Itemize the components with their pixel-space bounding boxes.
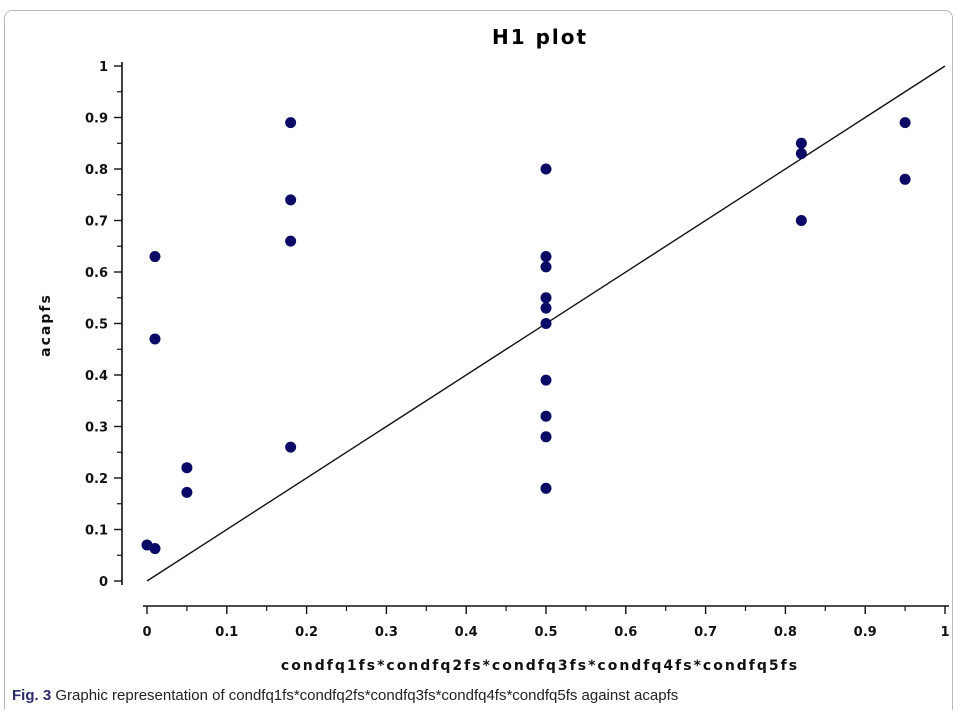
data-point	[540, 251, 552, 263]
data-point	[540, 302, 552, 314]
scatter-chart: H1 plot 0 0.1 0.2 0.3 0.4 0.5 0.6 0.7 0.8 0.9 1 0 0.…	[38, 25, 950, 674]
y-tick-label: 1	[99, 60, 108, 75]
data-point	[540, 261, 552, 273]
data-point	[795, 137, 807, 149]
y-tick-label: 0.1	[85, 524, 108, 539]
x-tick-label: 0.7	[694, 625, 717, 640]
data-point	[181, 486, 193, 498]
data-point	[540, 374, 552, 386]
data-point	[285, 194, 297, 206]
x-axis-label: condfq1fs*condfq2fs*condfq3fs*condfq4fs*…	[281, 658, 799, 674]
x-tick-label: 0.6	[614, 625, 637, 640]
x-tick-label: 0.4	[455, 625, 478, 640]
data-point	[795, 215, 807, 226]
data-point	[540, 292, 552, 304]
data-point	[899, 173, 911, 185]
figure-frame	[4, 10, 953, 710]
data-point	[149, 333, 161, 345]
x-tick-label: 0.2	[295, 625, 318, 640]
caption-text: Graphic representation of condfq1fs*cond…	[55, 687, 679, 704]
y-tick-label: 0	[99, 575, 108, 590]
x-tick-label: 0	[142, 625, 151, 640]
data-points	[141, 117, 911, 555]
y-tick-label: 0.5	[85, 318, 108, 333]
y-tick-label: 0.3	[85, 421, 108, 436]
data-point	[540, 163, 552, 175]
data-point	[795, 148, 807, 160]
data-point	[285, 117, 297, 129]
figure-caption: Fig. 3 Graphic representation of condfq1…	[12, 687, 678, 704]
x-tick-label: 0.5	[534, 625, 557, 640]
x-tick-label: 1	[940, 625, 949, 640]
caption-label: Fig. 3	[12, 687, 52, 704]
y-tick-label: 0.7	[85, 215, 108, 230]
x-tick-label: 0.8	[774, 625, 797, 640]
chart-title: H1 plot	[492, 25, 588, 49]
x-tick-label: 0.1	[215, 625, 238, 640]
data-point	[285, 441, 297, 453]
data-point	[149, 251, 161, 263]
y-tick-label: 0.6	[85, 266, 108, 281]
data-point	[285, 235, 297, 247]
y-axis-label: acapfs	[38, 293, 54, 357]
data-point	[149, 543, 161, 555]
x-tick-label: 0.9	[854, 625, 877, 640]
x-tick-label: 0.3	[375, 625, 398, 640]
y-tick-label: 0.4	[85, 369, 108, 384]
data-point	[540, 482, 552, 494]
data-point	[540, 431, 552, 443]
y-tick-label: 0.2	[85, 472, 108, 487]
axes: 0 0.1 0.2 0.3 0.4 0.5 0.6 0.7 0.8 0.9 1 0 0.1 0.2 0.3 0…	[85, 60, 950, 640]
y-tick-label: 0.9	[85, 112, 108, 127]
data-point	[540, 318, 552, 329]
data-point	[181, 462, 193, 474]
data-point	[899, 117, 911, 129]
data-point	[540, 410, 552, 422]
y-tick-label: 0.8	[85, 163, 108, 178]
